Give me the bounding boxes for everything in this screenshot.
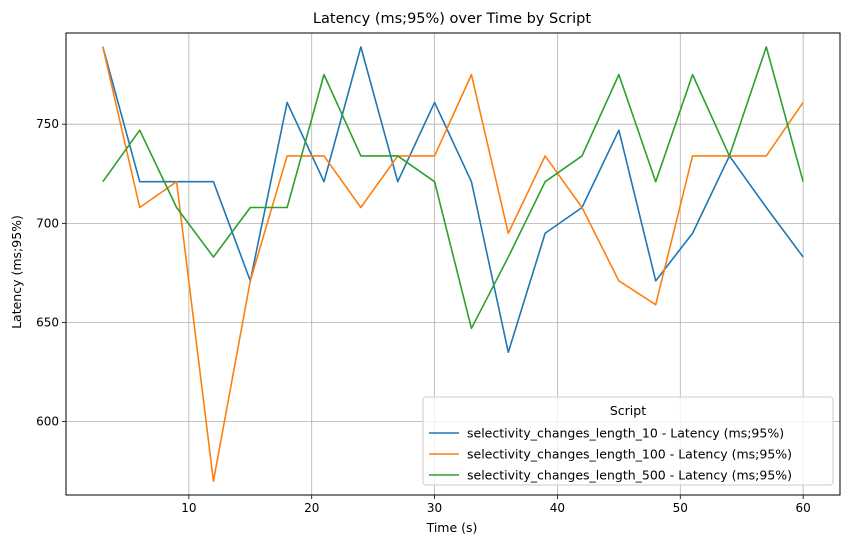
y-tick-label: 750 bbox=[36, 117, 59, 131]
y-axis-ticks: 600 650 700 750 bbox=[36, 117, 66, 429]
legend-title: Script bbox=[610, 403, 646, 418]
x-axis-label: Time (s) bbox=[426, 520, 478, 535]
x-tick-label: 20 bbox=[304, 501, 319, 515]
legend-entry-3: selectivity_changes_length_500 - Latency… bbox=[467, 468, 792, 483]
x-tick-label: 60 bbox=[796, 501, 811, 515]
x-tick-label: 10 bbox=[181, 501, 196, 515]
x-tick-label: 50 bbox=[673, 501, 688, 515]
x-tick-label: 40 bbox=[550, 501, 565, 515]
legend: Script selectivity_changes_length_10 - L… bbox=[422, 396, 834, 486]
y-axis-label: Latency (ms;95%) bbox=[9, 215, 24, 329]
legend-entry-1: selectivity_changes_length_10 - Latency … bbox=[467, 426, 784, 441]
plot-frame bbox=[65, 32, 841, 496]
x-axis-ticks: 10 20 30 40 50 60 bbox=[181, 495, 811, 515]
chart-title: Latency (ms;95%) over Time by Script bbox=[313, 11, 591, 27]
series-line-2 bbox=[102, 46, 804, 482]
legend-box bbox=[422, 396, 834, 486]
grid bbox=[66, 33, 840, 495]
series-lines bbox=[102, 46, 804, 482]
x-tick-label: 30 bbox=[427, 501, 442, 515]
y-tick-label: 650 bbox=[36, 315, 59, 329]
legend-entry-2: selectivity_changes_length_100 - Latency… bbox=[467, 447, 792, 462]
series-line-1 bbox=[102, 46, 804, 354]
y-tick-label: 700 bbox=[36, 216, 59, 230]
series-line-3 bbox=[102, 46, 804, 330]
legend-items: selectivity_changes_length_10 - Latency … bbox=[429, 426, 792, 483]
y-tick-label: 600 bbox=[36, 415, 59, 429]
